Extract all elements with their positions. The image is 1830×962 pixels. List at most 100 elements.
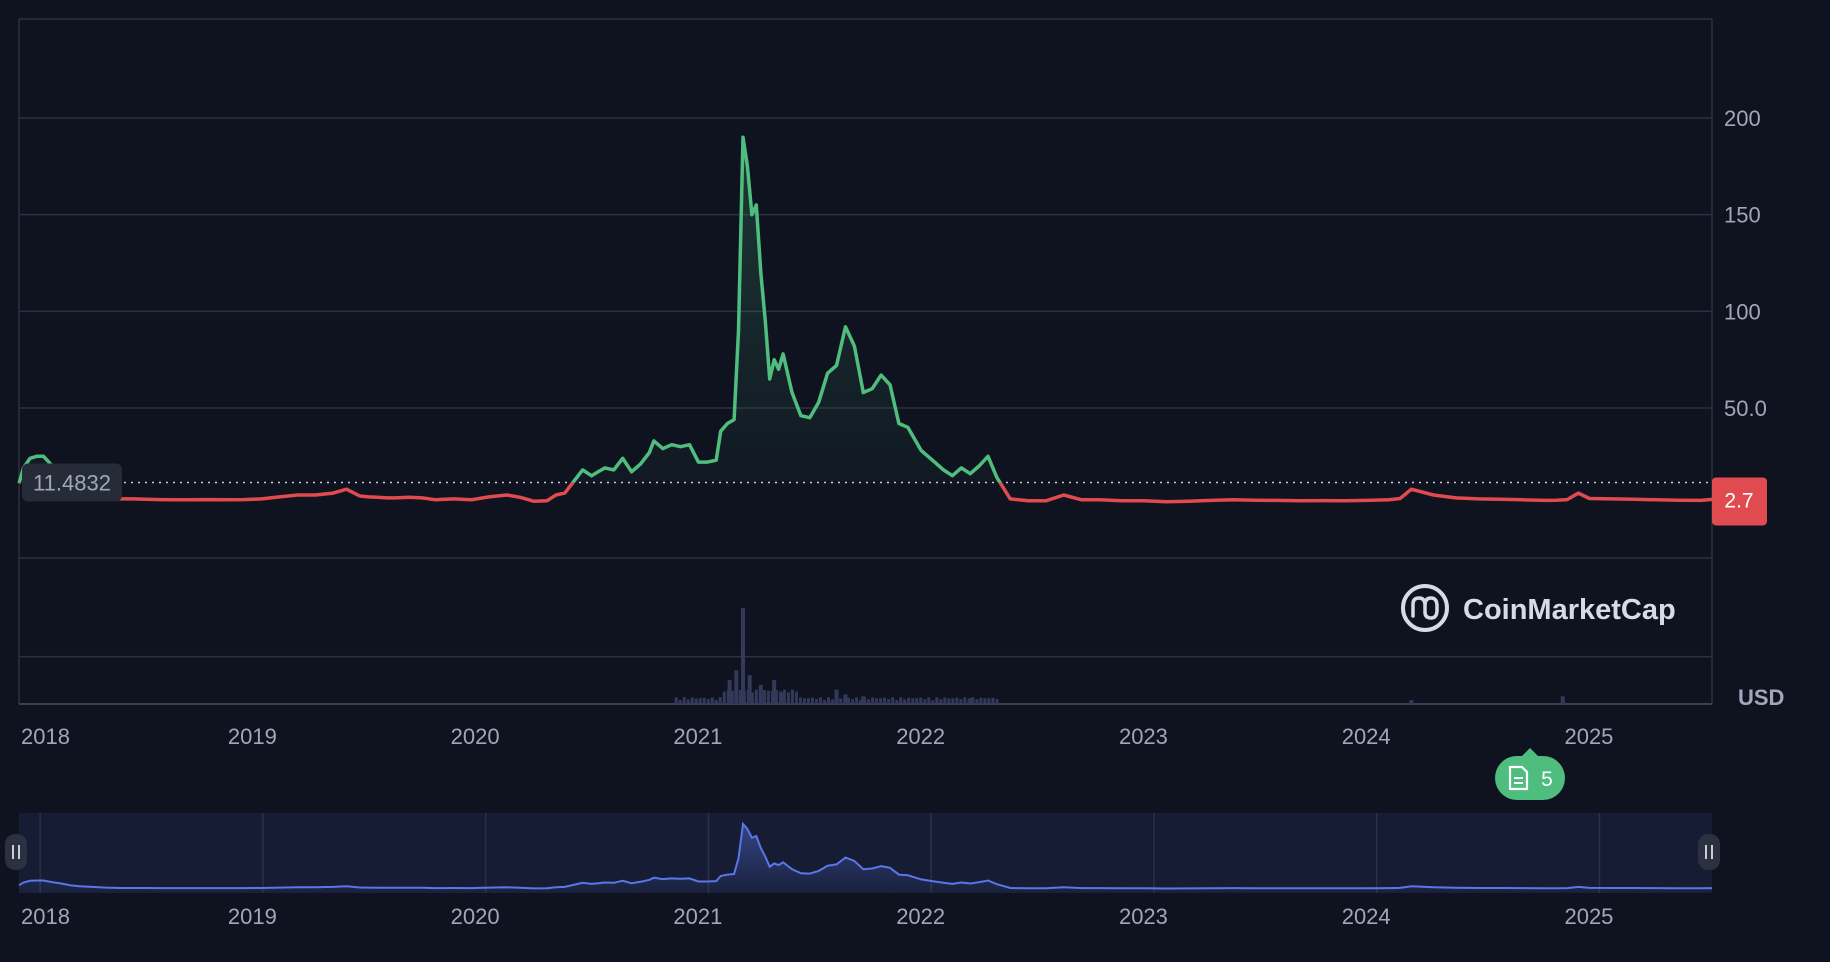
volume-bar	[975, 699, 979, 704]
volume-bar	[766, 690, 770, 704]
navigator-x-tick-label: 2020	[451, 904, 500, 929]
volume-bar	[730, 690, 734, 704]
navigator-x-tick-label: 2018	[21, 904, 70, 929]
volume-bar	[947, 698, 951, 704]
x-tick-label: 2024	[1342, 724, 1391, 749]
volume-bar	[891, 697, 895, 704]
volume-bar	[911, 698, 915, 704]
volume-bar	[754, 689, 758, 704]
navigator-x-tick-label: 2023	[1119, 904, 1168, 929]
volume-bar	[823, 700, 827, 704]
coinmarketcap-logo-icon	[1401, 584, 1449, 632]
volume-bar	[742, 691, 746, 704]
volume-bar	[794, 691, 798, 704]
navigator-line	[18, 821, 1713, 890]
volume-bar	[995, 699, 999, 704]
volume-bar	[979, 697, 983, 704]
volume-bar	[750, 692, 754, 704]
volume-bar	[943, 697, 947, 704]
volume-bar	[919, 697, 923, 704]
y-gridlines	[19, 117, 1712, 658]
volume-bar	[726, 689, 730, 704]
volume-bar	[899, 697, 903, 704]
current-price-label: 2.7	[1724, 489, 1753, 512]
volume-bar	[819, 697, 823, 704]
volume-bar	[786, 692, 790, 704]
y-axis-ticks: 200 150 100 50.0	[1724, 106, 1767, 421]
volume-bar	[698, 698, 702, 704]
volume-bar	[706, 699, 710, 704]
volume-bar	[798, 697, 802, 704]
price-line-below	[17, 482, 1713, 504]
volume-bar	[939, 699, 943, 704]
volume-bar	[971, 697, 975, 704]
baseline-value-label: 11.4832	[33, 470, 111, 495]
navigator-right-handle[interactable]	[1698, 834, 1720, 870]
volume-bar	[951, 698, 955, 704]
volume-bar	[963, 697, 967, 704]
volume-bar	[762, 689, 766, 704]
volume-bar	[875, 698, 879, 704]
news-badge[interactable]: 5	[1495, 748, 1565, 800]
volume-bar	[810, 697, 814, 704]
volume-bar	[678, 700, 682, 704]
volume-bar	[738, 690, 742, 704]
volume-bar	[778, 691, 782, 704]
x-tick-label: 2018	[21, 724, 70, 749]
y-tick-label: 200	[1724, 106, 1761, 131]
volume-bar	[746, 689, 750, 704]
volume-bar	[682, 697, 686, 704]
volume-bar	[718, 697, 722, 704]
volume-bar	[714, 700, 718, 704]
volume-bar	[923, 699, 927, 704]
volume-bar	[734, 670, 739, 704]
currency-label: USD	[1738, 685, 1784, 710]
current-price-tag: 2.7	[1712, 477, 1767, 526]
volume-bar	[847, 697, 851, 704]
volume-bar	[722, 691, 726, 704]
volume-bar	[903, 699, 907, 704]
volume-bar	[855, 697, 859, 704]
volume-bar	[867, 699, 871, 704]
x-tick-label: 2025	[1564, 724, 1613, 749]
watermark-text: CoinMarketCap	[1463, 594, 1676, 626]
volume-bar	[690, 697, 694, 704]
news-count: 5	[1541, 768, 1553, 791]
x-tick-label: 2022	[896, 724, 945, 749]
volume-bar	[907, 697, 911, 704]
navigator-x-tick-label: 2025	[1564, 904, 1613, 929]
y-tick-label: 150	[1724, 203, 1761, 228]
volume-bar	[831, 699, 835, 704]
y-tick-label: 50.0	[1724, 396, 1767, 421]
volume-bar	[674, 697, 678, 704]
volume-bar	[702, 697, 706, 704]
volume-bar	[883, 697, 887, 704]
navigator-x-tick-label: 2022	[896, 904, 945, 929]
price-area-fill	[19, 137, 1000, 483]
volume-bars	[674, 608, 1565, 704]
price-line-above	[17, 135, 1003, 483]
navigator-gridlines	[39, 813, 1601, 893]
volume-bar	[770, 690, 774, 704]
x-axis-ticks: 2018 2019 2020 2021 2022 2023 2024 2025	[21, 724, 1613, 749]
volume-bar	[694, 698, 698, 704]
volume-bar	[839, 698, 843, 704]
volume-bar	[887, 699, 891, 704]
volume-bar	[747, 675, 752, 704]
plot-frame	[18, 18, 1713, 705]
volume-bar	[987, 698, 991, 704]
navigator-area	[19, 824, 1712, 893]
volume-bar	[834, 689, 839, 704]
navigator-x-ticks: 2018 2019 2020 2021 2022 2023 2024 2025	[21, 904, 1613, 929]
volume-bar	[983, 698, 987, 704]
volume-bar	[931, 700, 935, 704]
volume-bar	[790, 689, 794, 704]
navigator-x-tick-label: 2019	[228, 904, 277, 929]
volume-bar	[814, 699, 818, 704]
volume-bar	[1409, 700, 1414, 704]
range-navigator[interactable]	[5, 813, 1720, 893]
navigator-left-handle[interactable]	[5, 834, 27, 870]
volume-bar	[895, 700, 899, 704]
volume-bar	[967, 700, 971, 704]
